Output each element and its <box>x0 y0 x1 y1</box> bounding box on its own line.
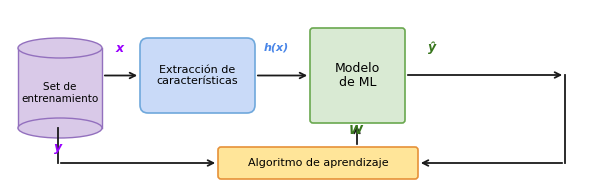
Bar <box>18 48 102 128</box>
Text: Extracción de
características: Extracción de características <box>157 65 239 86</box>
FancyBboxPatch shape <box>140 38 255 113</box>
Text: y: y <box>54 142 62 155</box>
FancyBboxPatch shape <box>218 147 418 179</box>
Text: ŷ: ŷ <box>428 41 436 55</box>
FancyBboxPatch shape <box>310 28 405 123</box>
Text: h(x): h(x) <box>263 43 289 53</box>
Text: Modelo
de ML: Modelo de ML <box>335 61 380 89</box>
Text: Algoritmo de aprendizaje: Algoritmo de aprendizaje <box>248 158 388 168</box>
Text: x: x <box>116 41 124 55</box>
Text: Set de
entrenamiento: Set de entrenamiento <box>21 82 98 104</box>
Ellipse shape <box>18 38 102 58</box>
Ellipse shape <box>18 118 102 138</box>
Text: W: W <box>349 123 363 137</box>
